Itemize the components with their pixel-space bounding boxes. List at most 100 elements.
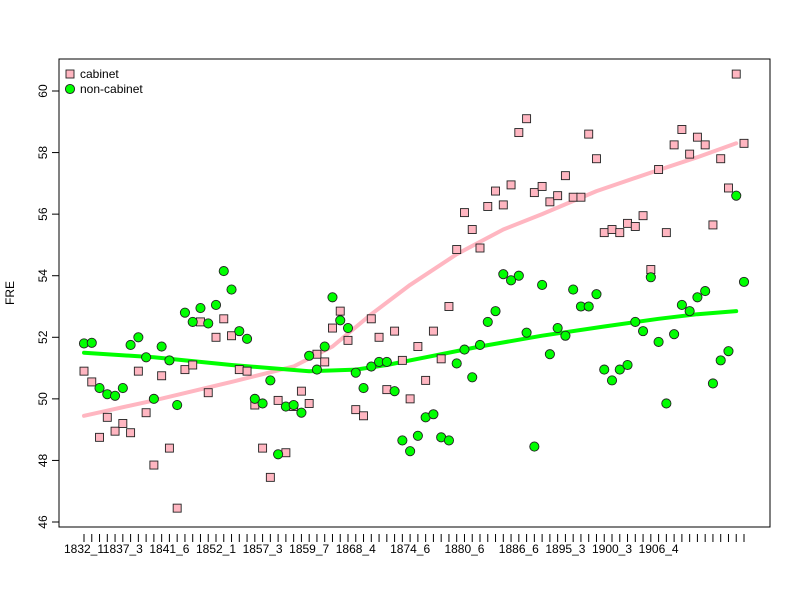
point-cabinet bbox=[304, 399, 314, 408]
point-cabinet bbox=[133, 366, 143, 376]
point-cabinet bbox=[677, 125, 687, 134]
point-cabinet bbox=[273, 395, 283, 405]
point-cabinet bbox=[452, 245, 462, 254]
point-non-cabinet bbox=[467, 372, 478, 383]
point-cabinet bbox=[328, 323, 337, 333]
point-cabinet bbox=[685, 149, 695, 159]
point-cabinet bbox=[366, 314, 376, 324]
x-tick-label: 1906_4 bbox=[639, 542, 679, 556]
point-cabinet bbox=[483, 201, 493, 211]
point-cabinet bbox=[405, 394, 415, 404]
point-non-cabinet bbox=[498, 269, 509, 280]
y-tick-label: 54 bbox=[36, 269, 50, 283]
point-cabinet bbox=[623, 218, 632, 228]
x-tick-label: 1868_4 bbox=[336, 542, 376, 556]
point-cabinet bbox=[421, 375, 431, 385]
point-non-cabinet bbox=[366, 361, 377, 372]
point-non-cabinet bbox=[288, 399, 299, 411]
point-non-cabinet bbox=[723, 346, 734, 357]
point-cabinet bbox=[545, 197, 555, 207]
point-cabinet bbox=[584, 129, 594, 139]
x-tick-label: 1852_1 bbox=[196, 542, 236, 556]
point-cabinet bbox=[576, 192, 586, 202]
point-non-cabinet bbox=[110, 390, 121, 401]
point-non-cabinet bbox=[273, 449, 284, 460]
point-non-cabinet bbox=[304, 350, 315, 361]
point-cabinet bbox=[661, 228, 671, 238]
point-non-cabinet bbox=[218, 266, 229, 277]
point-non-cabinet bbox=[529, 441, 540, 452]
point-cabinet bbox=[491, 186, 500, 196]
y-tick-label: 52 bbox=[36, 330, 50, 344]
point-non-cabinet bbox=[125, 339, 136, 351]
point-non-cabinet bbox=[490, 306, 501, 317]
point-non-cabinet bbox=[707, 378, 718, 389]
x-tick-label: 1859_7 bbox=[289, 542, 329, 556]
point-non-cabinet bbox=[661, 398, 672, 409]
point-cabinet bbox=[592, 154, 601, 164]
point-non-cabinet bbox=[552, 322, 563, 334]
point-non-cabinet bbox=[692, 292, 703, 303]
point-cabinet bbox=[219, 314, 229, 324]
point-non-cabinet bbox=[544, 349, 555, 360]
point-non-cabinet bbox=[669, 329, 680, 340]
x-tick-label: 1874_6 bbox=[390, 542, 430, 556]
point-non-cabinet bbox=[164, 355, 175, 366]
point-non-cabinet bbox=[179, 307, 190, 318]
point-non-cabinet bbox=[606, 375, 618, 386]
point-cabinet bbox=[149, 460, 159, 470]
point-cabinet bbox=[320, 357, 330, 367]
point-cabinet bbox=[553, 191, 563, 201]
point-non-cabinet bbox=[86, 337, 97, 348]
point-cabinet bbox=[716, 154, 726, 164]
point-non-cabinet bbox=[591, 289, 602, 300]
point-cabinet bbox=[460, 208, 469, 218]
point-non-cabinet bbox=[203, 318, 214, 329]
point-non-cabinet bbox=[738, 276, 750, 287]
y-tick-label: 48 bbox=[36, 453, 50, 467]
point-cabinet bbox=[731, 69, 741, 79]
point-non-cabinet bbox=[645, 272, 656, 283]
x-tick-label: 1900_3 bbox=[592, 542, 632, 556]
point-cabinet bbox=[382, 385, 392, 395]
y-tick-label: 50 bbox=[36, 392, 50, 406]
point-cabinet bbox=[522, 114, 532, 124]
point-cabinet bbox=[390, 326, 400, 336]
point-cabinet bbox=[467, 225, 477, 234]
x-tick-label: 1832_1 bbox=[64, 542, 104, 556]
point-cabinet bbox=[87, 377, 97, 387]
point-cabinet bbox=[537, 181, 547, 191]
y-axis-label: FRE bbox=[3, 281, 17, 305]
point-non-cabinet bbox=[389, 386, 400, 397]
point-non-cabinet bbox=[614, 364, 625, 375]
point-non-cabinet bbox=[311, 364, 322, 375]
point-non-cabinet bbox=[731, 190, 742, 201]
legend-label-cabinet: cabinet bbox=[80, 67, 119, 81]
point-non-cabinet bbox=[195, 302, 206, 314]
point-cabinet bbox=[343, 335, 353, 345]
point-non-cabinet bbox=[583, 301, 594, 312]
point-non-cabinet bbox=[141, 352, 152, 363]
point-non-cabinet bbox=[327, 292, 338, 303]
legend-label-non-cabinet: non-cabinet bbox=[80, 82, 143, 96]
point-cabinet bbox=[126, 428, 136, 438]
y-tick-label: 56 bbox=[36, 207, 50, 221]
point-cabinet bbox=[739, 138, 749, 148]
point-non-cabinet bbox=[242, 333, 253, 344]
point-non-cabinet bbox=[342, 322, 354, 334]
legend-marker-non-cabinet bbox=[64, 83, 76, 95]
point-cabinet bbox=[654, 165, 664, 174]
y-tick-label: 58 bbox=[36, 146, 50, 160]
point-non-cabinet bbox=[653, 336, 664, 347]
point-non-cabinet bbox=[676, 299, 687, 311]
point-cabinet bbox=[79, 366, 89, 376]
point-cabinet bbox=[141, 408, 151, 418]
point-non-cabinet bbox=[226, 284, 237, 295]
point-cabinet bbox=[258, 443, 268, 453]
point-non-cabinet bbox=[405, 446, 416, 457]
point-cabinet bbox=[374, 332, 384, 342]
point-non-cabinet bbox=[630, 316, 641, 327]
point-cabinet bbox=[692, 132, 702, 142]
